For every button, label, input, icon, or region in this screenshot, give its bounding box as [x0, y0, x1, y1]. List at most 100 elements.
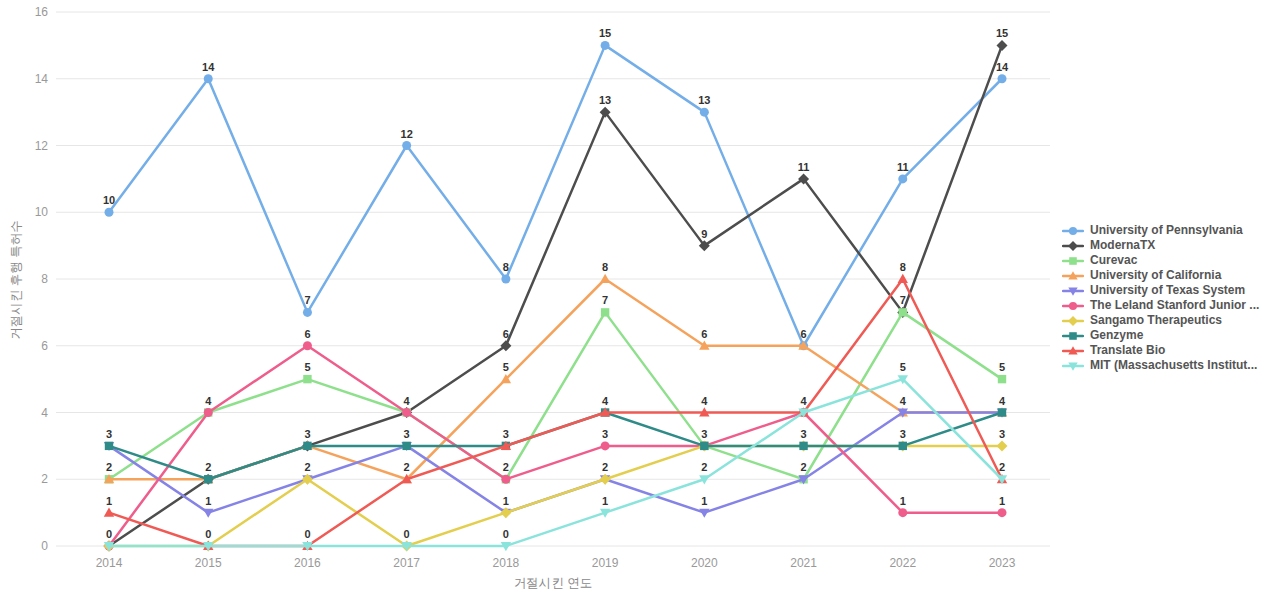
point-value-label: 4	[404, 395, 411, 407]
university-of-pennsylvania-legend-marker-icon	[1062, 225, 1084, 237]
point-value-label: 11	[798, 161, 810, 173]
point-value-label: 15	[996, 27, 1008, 39]
point-value-label: 14	[996, 61, 1009, 73]
legend-item-university-of-california[interactable]: University of California	[1062, 268, 1259, 283]
y-tick-label: 4	[41, 406, 48, 420]
point-value-label: 5	[999, 361, 1005, 373]
genzyme-legend-marker-icon	[1062, 330, 1084, 342]
point-value-label: 0	[106, 528, 112, 540]
point-value-label: 2	[800, 461, 806, 473]
point-value-label: 1	[999, 495, 1005, 507]
legend-label: Sangamo Therapeutics	[1090, 313, 1222, 328]
y-tick-label: 8	[41, 272, 48, 286]
point-value-label: 4	[900, 395, 907, 407]
point-value-label: 4	[999, 395, 1006, 407]
legend-item-translate-bio[interactable]: Translate Bio	[1062, 343, 1259, 358]
point-value-label: 10	[103, 194, 115, 206]
legend-item-genzyme[interactable]: Genzyme	[1062, 328, 1259, 343]
point-value-label: 3	[404, 428, 410, 440]
point-value-label: 3	[999, 428, 1005, 440]
point-value-label: 5	[900, 361, 906, 373]
point-value-label: 4	[800, 395, 807, 407]
point-value-label: 13	[599, 94, 611, 106]
point-value-label: 2	[205, 461, 211, 473]
point-value-label: 1	[503, 495, 509, 507]
legend-item-sangamo-therapeutics[interactable]: Sangamo Therapeutics	[1062, 313, 1259, 328]
point-value-label: 11	[897, 161, 909, 173]
point-value-label: 3	[106, 428, 112, 440]
y-tick-label: 6	[41, 339, 48, 353]
point-value-label: 2	[701, 461, 707, 473]
point-value-label: 6	[503, 328, 509, 340]
point-value-label: 14	[202, 61, 215, 73]
series-genzyme	[105, 408, 1006, 483]
x-tick-label: 2017	[393, 556, 420, 570]
legend-item-the-leland-stanford-junior[interactable]: The Leland Stanford Junior ...	[1062, 298, 1259, 313]
legend-item-modernatx[interactable]: ModernaTX	[1062, 238, 1259, 253]
legend-label: The Leland Stanford Junior ...	[1090, 298, 1259, 313]
point-value-label: 3	[701, 428, 707, 440]
series-lines	[104, 40, 1008, 552]
series-university-of-pennsylvania	[105, 41, 1007, 350]
point-value-label: 3	[503, 428, 509, 440]
point-value-label: 3	[304, 428, 310, 440]
point-value-label: 8	[503, 261, 509, 273]
y-axis-ticks: 0246810121416	[35, 5, 49, 553]
point-value-label: 0	[304, 528, 310, 540]
university-of-california-legend-marker-icon	[1062, 270, 1084, 282]
point-value-label: 2	[106, 461, 112, 473]
y-axis-title: 거절시킨 후행 특허수	[9, 220, 23, 339]
x-tick-label: 2016	[294, 556, 321, 570]
y-tick-label: 12	[35, 139, 49, 153]
point-value-label: 3	[800, 428, 806, 440]
legend-item-mit-massachusetts-institut[interactable]: MIT (Massachusetts Institut...	[1062, 358, 1259, 373]
point-value-label: 13	[698, 94, 710, 106]
y-tick-label: 14	[35, 72, 49, 86]
mit-massachusetts-institut-legend-marker-icon	[1062, 360, 1084, 372]
point-value-label: 3	[900, 428, 906, 440]
point-value-label: 2	[304, 461, 310, 473]
legend: University of PennsylvaniaModernaTXCurev…	[1062, 223, 1259, 373]
point-value-label: 6	[304, 328, 310, 340]
point-value-label: 1	[205, 495, 211, 507]
point-value-label: 7	[602, 294, 608, 306]
translate-bio-legend-marker-icon	[1062, 345, 1084, 357]
point-value-label: 0	[404, 528, 410, 540]
point-value-label: 1	[701, 495, 707, 507]
point-value-label: 12	[401, 128, 413, 140]
point-value-label: 2	[999, 461, 1005, 473]
university-of-texas-system-legend-marker-icon	[1062, 285, 1084, 297]
legend-label: Curevac	[1090, 253, 1137, 268]
point-value-label: 5	[304, 361, 310, 373]
y-tick-label: 2	[41, 472, 48, 486]
legend-item-curevac[interactable]: Curevac	[1062, 253, 1259, 268]
legend-label: University of Texas System	[1090, 283, 1245, 298]
y-tick-label: 0	[41, 539, 48, 553]
legend-label: ModernaTX	[1090, 238, 1155, 253]
legend-item-university-of-pennsylvania[interactable]: University of Pennsylvania	[1062, 223, 1259, 238]
point-value-label: 1	[900, 495, 906, 507]
point-value-label: 4	[701, 395, 708, 407]
point-value-label: 2	[503, 461, 509, 473]
point-value-label: 6	[800, 328, 806, 340]
point-value-label: 8	[900, 261, 906, 273]
point-value-label: 7	[304, 294, 310, 306]
point-value-label: 6	[701, 328, 707, 340]
chart: 0246810121416 20142015201620172018201920…	[0, 0, 1280, 600]
series-modernatx	[104, 40, 1008, 552]
x-tick-label: 2014	[96, 556, 123, 570]
point-value-label: 15	[599, 27, 611, 39]
series-university-of-california	[104, 274, 1007, 483]
legend-label: Translate Bio	[1090, 343, 1165, 358]
point-value-label: 3	[602, 428, 608, 440]
legend-item-university-of-texas-system[interactable]: University of Texas System	[1062, 283, 1259, 298]
curevac-legend-marker-icon	[1062, 255, 1084, 267]
x-tick-label: 2018	[493, 556, 520, 570]
the-leland-stanford-junior-legend-marker-icon	[1062, 300, 1084, 312]
point-value-label: 7	[900, 294, 906, 306]
x-tick-label: 2020	[691, 556, 718, 570]
legend-label: MIT (Massachusetts Institut...	[1090, 358, 1257, 373]
legend-label: Genzyme	[1090, 328, 1143, 343]
x-tick-label: 2021	[790, 556, 817, 570]
point-value-label: 1	[106, 495, 112, 507]
